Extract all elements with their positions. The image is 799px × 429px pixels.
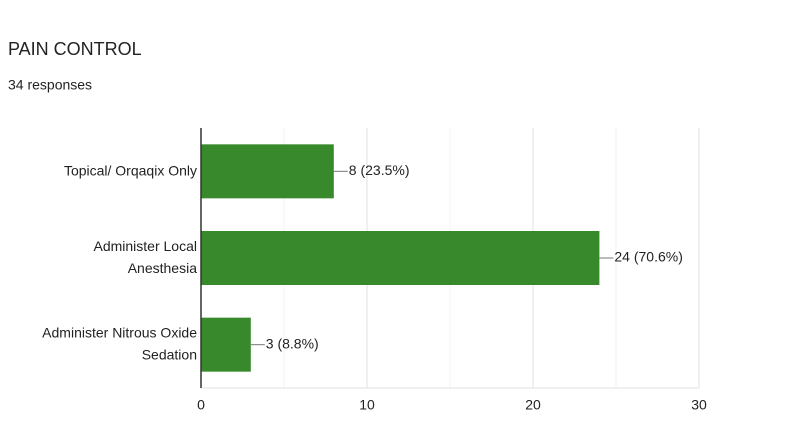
y-tick-label-line: Anesthesia xyxy=(128,260,197,276)
y-tick-label-line: Sedation xyxy=(142,346,197,362)
x-tick-label: 30 xyxy=(691,397,707,413)
y-tick-label-line: Topical/ Orqaqix Only xyxy=(64,162,197,178)
x-tick-label: 0 xyxy=(197,397,205,413)
chart-title: PAIN CONTROL xyxy=(8,39,142,59)
y-tick-label-line: Administer Nitrous Oxide xyxy=(42,324,197,340)
y-tick-label-line: Administer Local xyxy=(94,238,198,254)
x-tick-label: 20 xyxy=(525,397,541,413)
y-tick-label: Topical/ Orqaqix Only xyxy=(64,162,197,178)
y-tick-label: Administer Local Anesthesia xyxy=(94,238,198,276)
value-label: 24 (70.6%) xyxy=(614,249,682,265)
bar xyxy=(201,144,334,199)
bar xyxy=(201,317,251,372)
y-tick-label: Administer Nitrous Oxide Sedation xyxy=(42,324,197,362)
value-label: 3 (8.8%) xyxy=(266,335,319,351)
subtitle: 34 responses xyxy=(8,77,92,93)
bar xyxy=(201,231,600,285)
value-label: 8 (23.5%) xyxy=(349,162,410,178)
x-tick-label: 10 xyxy=(359,397,375,413)
